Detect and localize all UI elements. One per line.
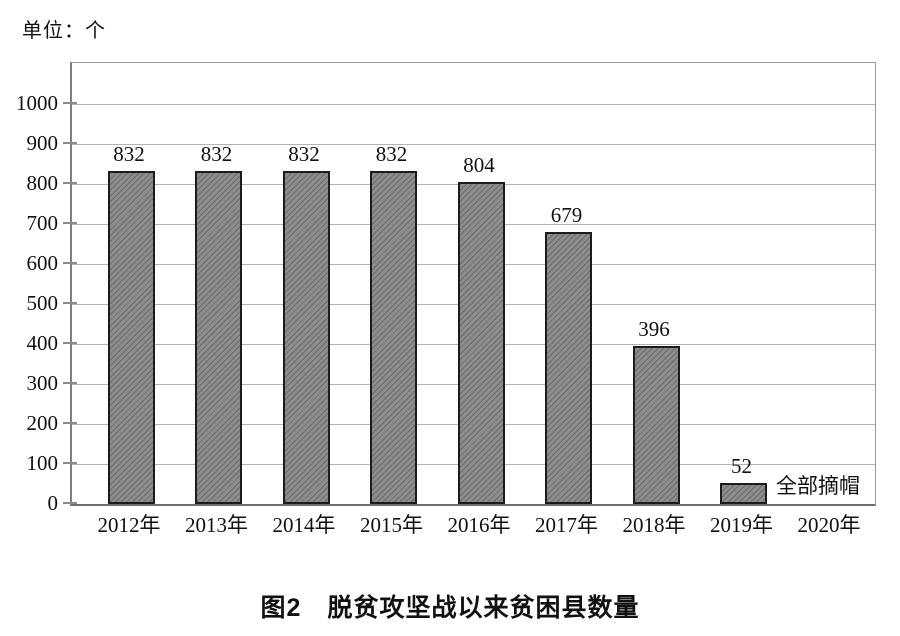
bar-2018年	[632, 345, 680, 504]
plot-area	[70, 62, 876, 506]
y-tick-mark-600	[63, 262, 77, 264]
bar-2013年	[195, 171, 242, 504]
y-tick-mark-800	[63, 182, 77, 184]
x-axis-label-2016年: 2016年	[447, 513, 511, 537]
y-tick-mark-400	[63, 342, 77, 344]
y-axis-tick-label-500: 500	[26, 291, 59, 315]
y-axis-tick-label-0: 0	[47, 491, 59, 515]
y-tick-mark-0	[63, 502, 77, 504]
figure-caption: 图2 脱贫攻坚战以来贫困县数量	[260, 594, 640, 622]
y-axis-tick-label-300: 300	[26, 371, 59, 395]
y-tick-mark-500	[63, 302, 77, 304]
bar-2014年	[282, 171, 330, 504]
y-axis-tick-label-100: 100	[26, 451, 59, 475]
annotation-all-delisted: 全部摘帽	[776, 474, 860, 498]
y-axis-tick-label-200: 200	[26, 411, 59, 435]
unit-label: 单位：个	[22, 20, 106, 42]
bar-value-label-2018年: 396	[638, 316, 670, 341]
y-tick-mark-100	[63, 462, 77, 464]
bar-value-label-2019年: 52	[731, 454, 752, 479]
bar-2017年	[545, 232, 592, 504]
y-axis-tick-label-900: 900	[26, 131, 59, 155]
x-axis-label-2014年: 2014年	[272, 513, 336, 537]
x-axis-label-2017年: 2017年	[535, 513, 598, 537]
x-axis-label-2020年: 2020年	[797, 513, 861, 537]
y-tick-mark-700	[63, 222, 77, 224]
y-tick-mark-200	[63, 422, 77, 424]
x-axis-label-2013年: 2013年	[185, 513, 248, 537]
y-axis-tick-label-1000: 1000	[16, 91, 58, 115]
bar-value-label-2016年: 804	[463, 153, 495, 178]
bar-value-label-2013年: 832	[200, 142, 233, 167]
bar-2016年	[457, 182, 505, 504]
x-axis-label-2012年: 2012年	[97, 513, 161, 537]
y-axis-tick-label-400: 400	[26, 331, 59, 355]
bar-2019年	[720, 483, 767, 504]
bar-value-label-2012年: 832	[113, 142, 145, 167]
bar-value-label-2017年: 679	[550, 203, 583, 228]
x-axis-label-2019年: 2019年	[710, 513, 773, 537]
y-tick-mark-300	[63, 382, 77, 384]
y-tick-mark-1000	[63, 102, 77, 104]
y-tick-mark-900	[63, 142, 77, 144]
y-axis-tick-label-800: 800	[26, 171, 59, 195]
y-axis-tick-label-600: 600	[26, 251, 59, 275]
x-axis-label-2018年: 2018年	[622, 513, 686, 537]
bar-2012年	[107, 171, 155, 504]
bar-value-label-2015年: 832	[375, 142, 408, 167]
y-axis-tick-label-700: 700	[26, 211, 59, 235]
gridline-1000	[72, 104, 875, 105]
bar-value-label-2014年: 832	[288, 142, 320, 167]
gridline-900	[72, 144, 875, 145]
x-axis-label-2015年: 2015年	[360, 513, 423, 537]
bar-2015年	[370, 171, 417, 504]
